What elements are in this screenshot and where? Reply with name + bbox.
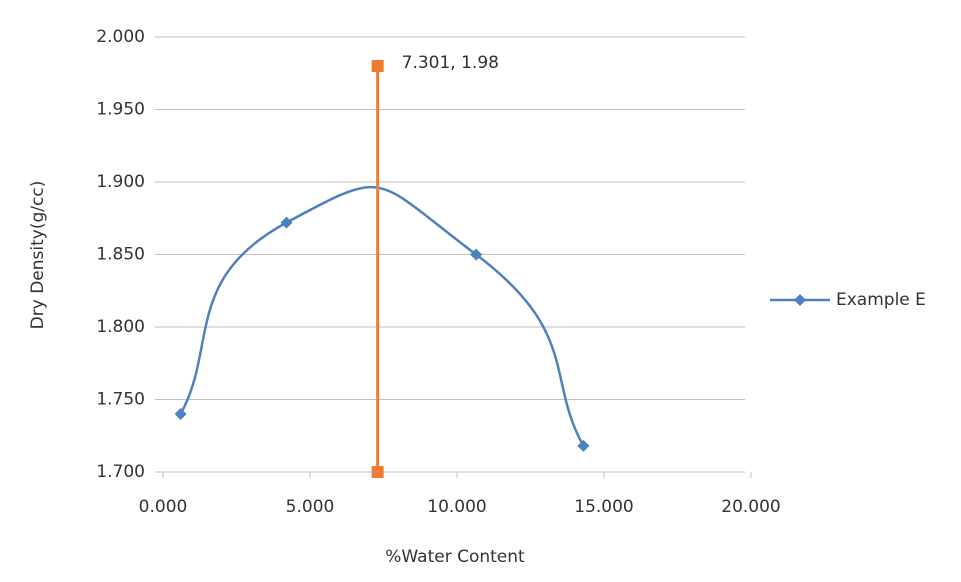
x-tick-label: 0.000 bbox=[139, 497, 188, 517]
y-tick-label: 1.850 bbox=[96, 245, 145, 265]
y-tick-label: 2.000 bbox=[96, 27, 145, 47]
x-tick-label: 15.000 bbox=[574, 497, 633, 517]
y-axis-title: Dry Density(g/cc) bbox=[28, 181, 48, 330]
y-tick-label: 1.750 bbox=[96, 390, 145, 410]
point bbox=[577, 439, 590, 452]
y-tick-label: 1.800 bbox=[96, 317, 145, 337]
series-line bbox=[179, 185, 585, 447]
point bbox=[174, 408, 187, 420]
data-label: 7.301, 1.98 bbox=[402, 53, 499, 73]
y-tick-label: 1.900 bbox=[96, 172, 145, 192]
x-tick-label: 5.000 bbox=[286, 497, 335, 517]
point bbox=[280, 216, 293, 229]
x-tick-label: 20.000 bbox=[721, 497, 780, 517]
point bbox=[470, 248, 483, 261]
legend-marker bbox=[794, 294, 806, 306]
point bbox=[371, 466, 384, 478]
point bbox=[371, 60, 384, 72]
legend-label: Example E bbox=[836, 290, 926, 310]
y-tick-label: 1.950 bbox=[96, 100, 145, 120]
x-axis-title: %Water Content bbox=[385, 547, 525, 567]
y-tick-label: 1.700 bbox=[96, 462, 145, 482]
x-tick-label: 10.000 bbox=[427, 497, 486, 517]
